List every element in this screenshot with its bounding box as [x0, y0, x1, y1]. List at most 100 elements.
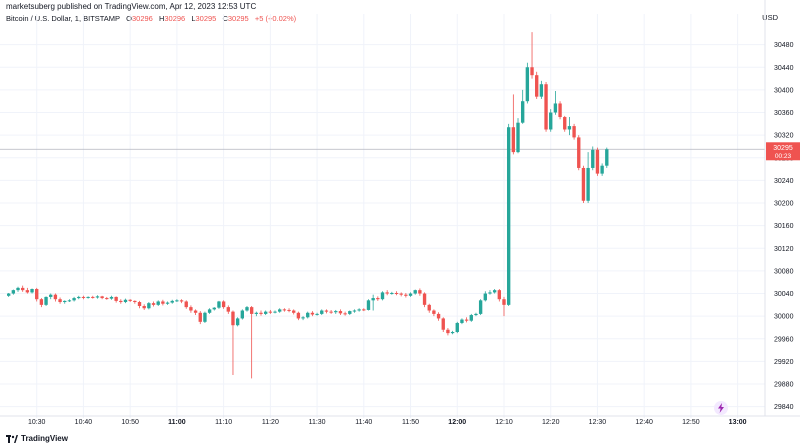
candle: [530, 32, 534, 79]
candle: [553, 91, 558, 115]
candle: [53, 293, 58, 302]
candle: [366, 299, 371, 311]
y-tick-label: 30440: [774, 65, 794, 72]
candle-body: [109, 296, 114, 299]
candle: [235, 317, 240, 327]
candle-body: [6, 293, 11, 296]
candle: [343, 311, 347, 316]
candle-body: [357, 309, 361, 311]
x-tick-label: 12:10: [495, 419, 513, 426]
candle: [600, 163, 604, 176]
candle-body: [184, 301, 188, 308]
candle: [567, 117, 572, 136]
candle-body: [268, 311, 273, 313]
candle-body: [460, 319, 464, 323]
candle-body: [193, 310, 198, 313]
candle: [58, 297, 62, 304]
candle: [212, 307, 216, 311]
candle: [39, 298, 44, 308]
candle: [413, 289, 417, 295]
currency-label[interactable]: USD: [762, 13, 778, 22]
candle-body: [324, 310, 329, 312]
x-tick-label: 11:40: [355, 419, 372, 426]
candle-body: [380, 292, 385, 300]
candle: [226, 305, 230, 314]
y-tick-label: 30240: [774, 178, 794, 185]
x-tick-label: 12:30: [589, 419, 607, 426]
candle-body: [577, 137, 581, 168]
candle: [240, 309, 244, 320]
candle-body: [128, 299, 132, 301]
candle: [292, 309, 296, 315]
candle: [521, 89, 525, 124]
candle-body: [530, 67, 534, 76]
candle-body: [563, 117, 567, 130]
candle: [137, 300, 142, 309]
candle: [193, 309, 198, 316]
candle: [30, 288, 34, 294]
candle: [399, 292, 403, 297]
candle: [390, 291, 394, 295]
close-label: C: [222, 14, 228, 23]
candle: [44, 296, 48, 306]
candle: [376, 296, 380, 301]
low-label: L: [191, 14, 196, 23]
candle-body: [235, 318, 240, 326]
candle: [278, 308, 282, 313]
candle: [25, 287, 30, 294]
candle: [263, 310, 268, 316]
candle: [114, 296, 118, 303]
candle-body: [539, 84, 544, 97]
candle: [184, 300, 188, 309]
published-by-line: marketsuberg published on TradingView.co…: [6, 2, 257, 11]
candle-body: [586, 167, 590, 201]
x-tick-label: 12:50: [682, 419, 700, 426]
candle: [151, 301, 156, 307]
candle-body: [366, 300, 371, 310]
candle: [175, 299, 179, 303]
candle-body: [404, 294, 408, 296]
open-value: 30296: [132, 14, 153, 23]
candle-body: [39, 299, 44, 305]
candle: [329, 309, 333, 314]
candle-body: [511, 127, 516, 153]
candle: [165, 301, 170, 305]
candle: [77, 295, 81, 300]
y-tick-label: 29880: [774, 382, 794, 389]
candle: [483, 291, 487, 302]
candle-body: [348, 311, 352, 314]
y-tick-label: 30160: [774, 223, 794, 230]
open-label: O: [126, 14, 132, 23]
candle-body: [310, 312, 315, 315]
candle-body: [558, 103, 562, 118]
candle-body: [455, 322, 459, 333]
candle: [203, 311, 207, 323]
y-tick-label: 30400: [774, 87, 794, 94]
candle: [464, 317, 469, 323]
candle-body: [362, 309, 366, 311]
candle: [450, 330, 455, 335]
candle: [86, 296, 90, 299]
candle: [296, 311, 301, 321]
lightning-icon[interactable]: [714, 401, 728, 415]
candle-body: [207, 309, 212, 313]
candle-body: [114, 296, 118, 301]
candle-body: [179, 300, 184, 302]
candle-body: [119, 300, 123, 303]
candle-body: [418, 290, 422, 294]
candle-body: [203, 312, 207, 322]
candle-body: [86, 296, 90, 298]
candle: [49, 293, 53, 300]
candle-body: [16, 287, 20, 291]
candle-body: [427, 304, 431, 311]
y-tick-label: 30200: [774, 201, 794, 208]
candle-body: [263, 311, 268, 314]
close-value: 30295: [227, 14, 249, 23]
candle-body: [273, 311, 277, 313]
candle-body: [595, 149, 600, 174]
x-tick-label: 10:40: [75, 419, 93, 426]
tradingview-logo[interactable]: TradingView: [6, 434, 68, 443]
candle: [488, 290, 492, 295]
